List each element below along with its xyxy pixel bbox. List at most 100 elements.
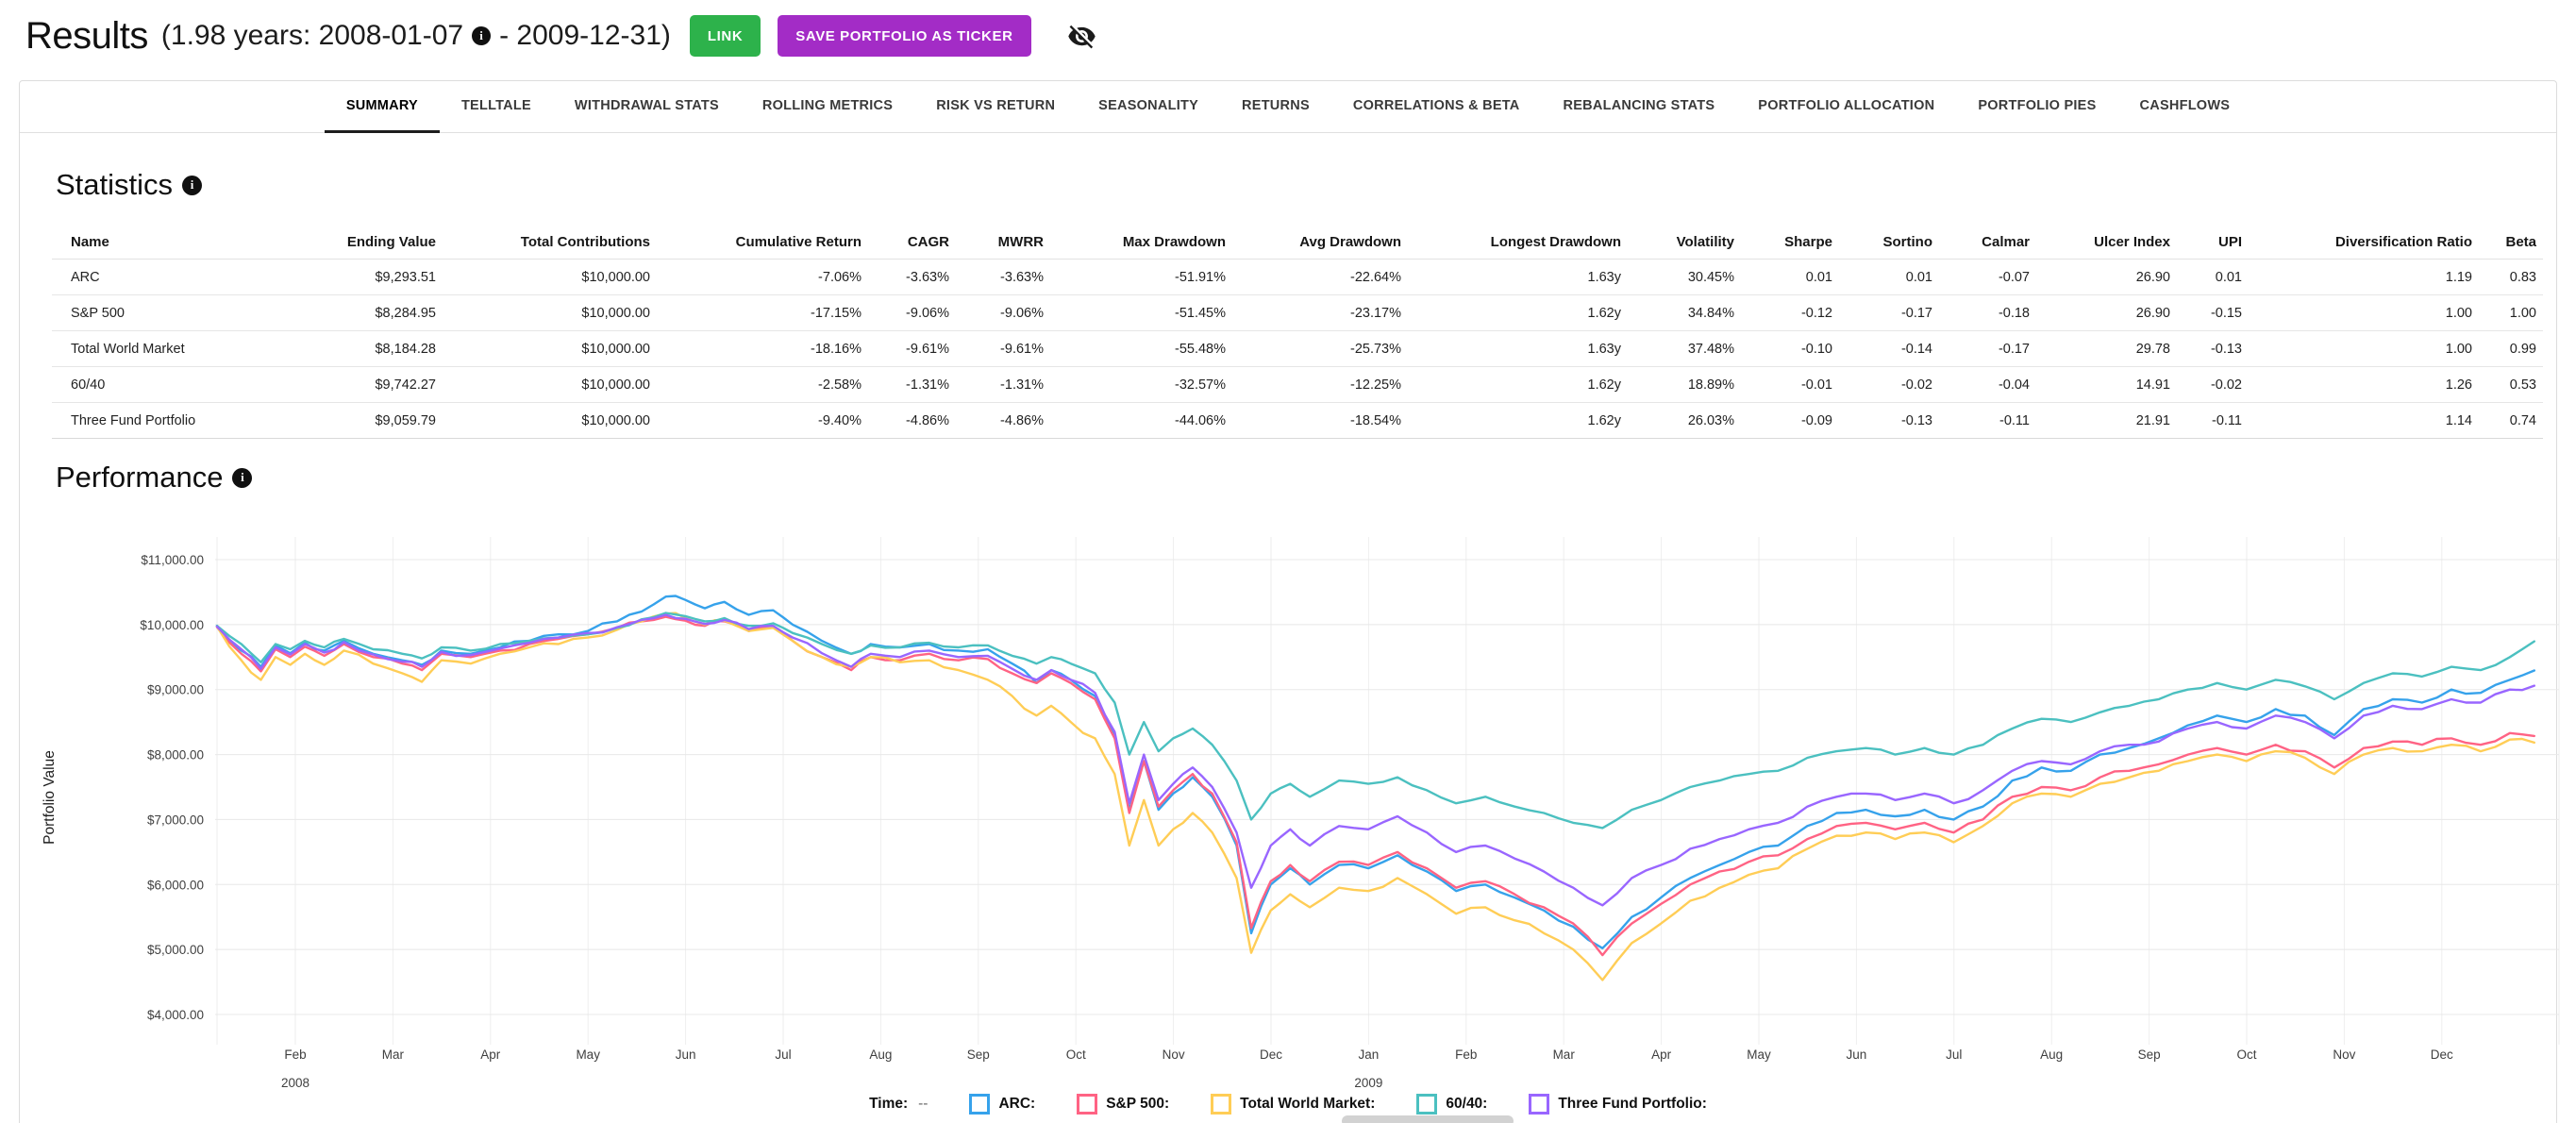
cell-sharpe: -0.01 — [1741, 366, 1839, 403]
legend-item-60-40[interactable]: 60/40: — [1416, 1094, 1487, 1115]
cell-total-contributions: $10,000.00 — [443, 330, 657, 367]
legend-item-total-world-market[interactable]: Total World Market: — [1211, 1094, 1375, 1115]
cell-volatility: 37.48% — [1628, 330, 1741, 367]
legend-swatch-total-world-market — [1211, 1094, 1232, 1115]
cell-longest-drawdown: 1.62y — [1587, 412, 1621, 428]
statistics-info-icon[interactable]: i — [182, 175, 203, 195]
column-header-beta: Beta — [2479, 225, 2543, 260]
cell-max-drawdown: -32.57% — [1050, 366, 1232, 403]
cell-upi: 0.01 — [2177, 259, 2249, 295]
link-button[interactable]: LINK — [689, 15, 761, 57]
x-tick-jul-5: Jul — [775, 1048, 791, 1062]
x-gridlines — [216, 537, 2560, 1045]
y-axis-labels: $4,000.00 $5,000.00 $6,000.00 $7,000.00 $8,0… — [140, 553, 204, 1022]
cell-ulcer-index: 26.90 — [2036, 294, 2177, 331]
tab-telltale[interactable]: TELLTALE — [460, 98, 531, 113]
cell-diversification-ratio: 1.19 — [2249, 259, 2479, 295]
cell-volatility: 26.03% — [1687, 412, 1734, 428]
cell-mwrr: -3.63% — [956, 259, 1050, 295]
tab-rebalancing-stats[interactable]: REBALANCING STATS — [1563, 98, 1715, 113]
legend-time: Time: -- — [869, 1096, 928, 1113]
x-tick-oct-8: Oct — [1066, 1048, 1086, 1062]
series-line-three-fund-portfolio[interactable] — [215, 613, 2535, 907]
x-tick-jun-16: Jun — [1847, 1048, 1867, 1062]
chart-legend: Time: -- ARC: S&P 500: Total World Market:… — [0, 1087, 2576, 1121]
cell-sortino: -0.13 — [1900, 412, 1932, 428]
cell-volatility: 18.89% — [1628, 366, 1741, 403]
table-row-three-fund-portfolio: Three Fund Portfolio $9,059.79 $10,000.00 -… — [52, 403, 2543, 439]
x-axis-labels: Feb 2008 Mar Apr May Jun Jul Aug Sep Oct Nov Dec Jan… — [281, 1048, 2453, 1090]
x-tick-dec-22: Dec — [2431, 1048, 2453, 1062]
cell-ending-value: $9,293.51 — [335, 259, 443, 295]
performance-chart: Feb 2008 Mar Apr May Jun Jul Aug Sep Oct Nov Dec Jan… — [42, 537, 2560, 1090]
cell-longest-drawdown: 1.62y — [1408, 294, 1628, 331]
performance-info-icon[interactable]: i — [232, 467, 253, 488]
x-tick-may-3: May — [576, 1048, 600, 1062]
tab-seasonality[interactable]: SEASONALITY — [1098, 98, 1199, 113]
tab-correlations-beta[interactable]: CORRELATIONS & BETA — [1352, 98, 1520, 113]
save-portfolio-as-ticker-button[interactable]: SAVE PORTFOLIO AS TICKER — [778, 15, 1031, 57]
cell-upi: -0.13 — [2177, 330, 2249, 367]
column-header-total-contributions: Total Contributions — [443, 225, 657, 260]
tab-portfolio-allocation[interactable]: PORTFOLIO ALLOCATION — [1758, 98, 1935, 113]
column-header-avg-drawdown: Avg Drawdown — [1232, 225, 1408, 260]
cell-sharpe: -0.12 — [1741, 294, 1839, 331]
cell-ending-value: $9,742.27 — [335, 366, 443, 403]
y-gridlines — [215, 559, 2559, 1015]
cell-sharpe: -0.10 — [1741, 330, 1839, 367]
series-line-total-world-market[interactable] — [215, 612, 2535, 981]
tab-summary[interactable]: SUMMARY — [324, 81, 440, 133]
y-tick-11000: $11,000.00 — [141, 553, 204, 567]
x-tick-mar-13: Mar — [1553, 1048, 1576, 1062]
cell-beta: 0.99 — [2479, 330, 2543, 367]
visibility-off-icon[interactable] — [1067, 22, 1096, 51]
horizontal-scrollbar-thumb[interactable] — [1342, 1115, 1514, 1123]
column-header-cagr: CAGR — [868, 225, 956, 260]
y-tick-6000: $6,000.00 — [147, 878, 204, 892]
cell-sortino: 0.01 — [1839, 259, 1939, 295]
tab-cashflows[interactable]: CASHFLOWS — [2139, 98, 2231, 113]
tab-returns[interactable]: RETURNS — [1242, 98, 1310, 113]
cell-name: 60/40 — [52, 366, 335, 403]
time-value: -- — [918, 1096, 928, 1112]
tab-portfolio-pies[interactable]: PORTFOLIO PIES — [1978, 98, 2097, 113]
info-icon[interactable]: i — [472, 26, 492, 45]
cell-sortino: -0.02 — [1839, 366, 1939, 403]
cell-ending-value: $8,184.28 — [335, 330, 443, 367]
cell-longest-drawdown: 1.62y — [1408, 366, 1628, 403]
cell-volatility: 30.45% — [1628, 259, 1741, 295]
tab-rolling-metrics[interactable]: ROLLING METRICS — [761, 98, 894, 113]
cell-cagr: -9.06% — [868, 294, 956, 331]
legend-label-arc: ARC: — [998, 1096, 1036, 1112]
cell-mwrr: -4.86% — [1000, 412, 1044, 428]
x-tick-jan-11: Jan — [1359, 1048, 1380, 1062]
x-tick-nov-9: Nov — [1163, 1048, 1185, 1062]
cell-total-contributions: $10,000.00 — [443, 294, 657, 331]
legend-item-arc[interactable]: ARC: — [969, 1094, 1035, 1115]
y-tick-8000: $8,000.00 — [147, 748, 204, 763]
cell-beta: 0.74 — [2509, 412, 2536, 428]
cell-ulcer-index: 29.78 — [2036, 330, 2177, 367]
x-tick-oct-20: Oct — [2236, 1048, 2256, 1062]
series-line-60-40[interactable] — [215, 612, 2535, 830]
cell-ending-value: $9,059.79 — [375, 412, 436, 428]
series-line-arc[interactable] — [215, 595, 2535, 949]
legend-swatch-arc — [969, 1094, 991, 1115]
cell-avg-drawdown: -23.17% — [1232, 294, 1408, 331]
tab-withdrawal-stats[interactable]: WITHDRAWAL STATS — [574, 98, 719, 113]
cell-calmar: -0.18 — [1939, 294, 2036, 331]
cell-volatility: 34.84% — [1628, 294, 1741, 331]
page-title: Results — [25, 14, 148, 57]
series-line-s-p-500[interactable] — [215, 615, 2535, 957]
legend-item-three-fund-portfolio[interactable]: Three Fund Portfolio: — [1529, 1094, 1707, 1115]
table-row-60-40: 60/40 $9,742.27 $10,000.00 -2.58% -1.31% -1.3… — [52, 366, 2543, 403]
cell-sharpe: 0.01 — [1741, 259, 1839, 295]
legend-item-s-p-500[interactable]: S&P 500: — [1077, 1094, 1169, 1115]
y-tick-10000: $10,000.00 — [140, 618, 204, 632]
performance-title: Performance — [56, 461, 224, 494]
tab-risk-vs-return[interactable]: RISK VS RETURN — [936, 98, 1056, 113]
cell-cumulative-return: -9.40% — [818, 412, 861, 428]
cell-total-contributions: $10,000.00 — [581, 412, 650, 428]
cell-max-drawdown: -51.91% — [1050, 259, 1232, 295]
